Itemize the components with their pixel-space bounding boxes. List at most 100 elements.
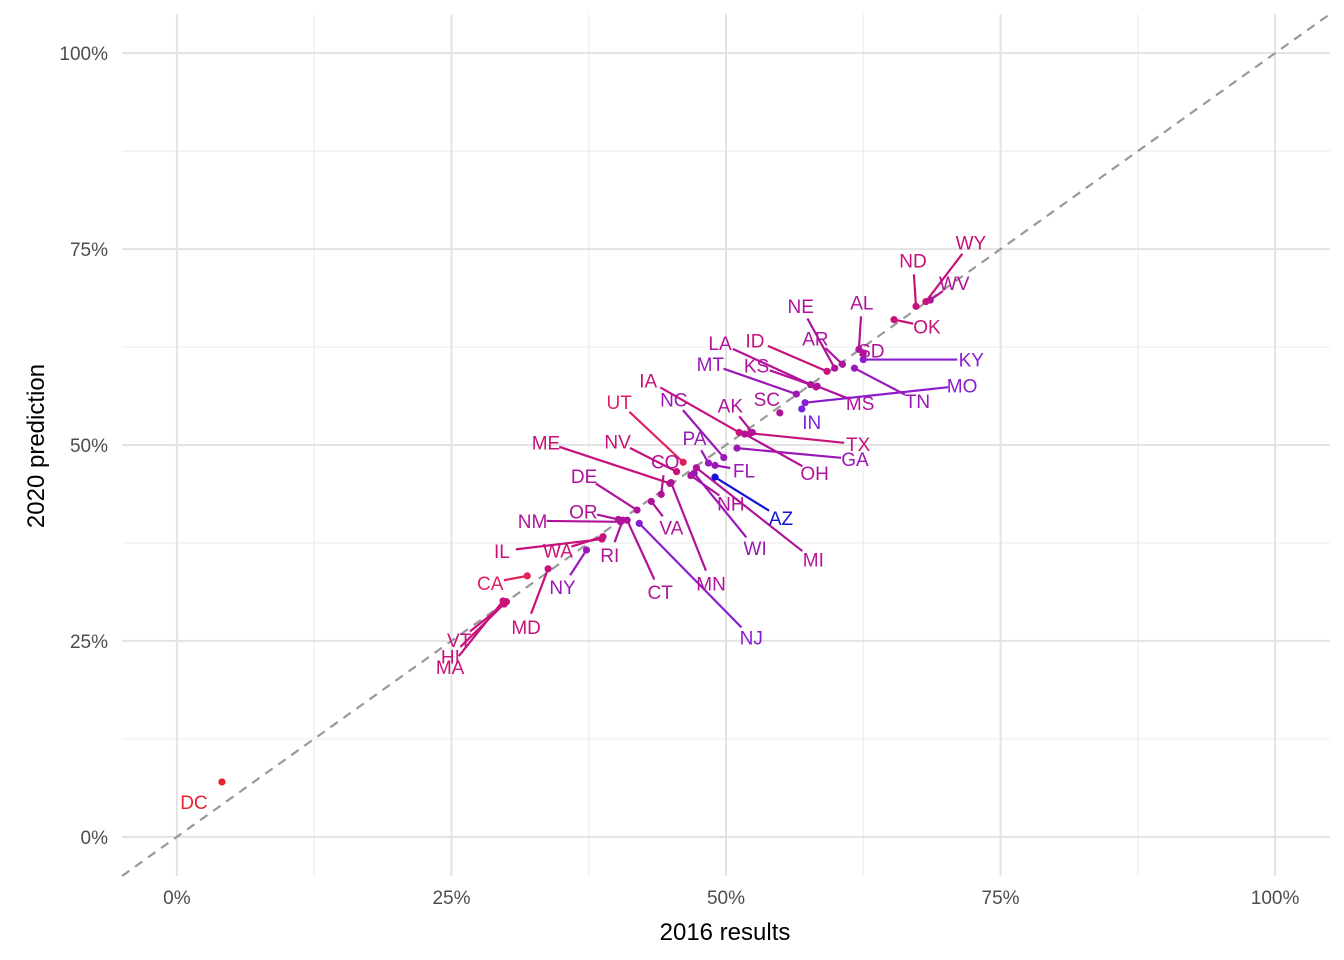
y-tick-label: 75% <box>70 240 108 261</box>
point-ct <box>623 516 631 524</box>
leader-line-ga <box>736 447 842 459</box>
y-axis-title: 2020 prediction <box>23 364 50 528</box>
label-me: ME <box>532 433 561 454</box>
leader-line-ma <box>457 600 504 657</box>
label-ga: GA <box>841 450 869 471</box>
point-al <box>855 345 863 353</box>
point-ma <box>499 597 507 605</box>
point-mi <box>692 464 700 472</box>
label-fl: FL <box>733 461 755 482</box>
point-ks <box>806 381 815 389</box>
point-ny <box>582 546 591 554</box>
leader-line-wi <box>693 472 748 539</box>
x-tick-label: 25% <box>432 888 470 909</box>
point-il <box>598 535 606 543</box>
point-de <box>633 506 641 514</box>
identity-line <box>121 13 1331 877</box>
leader-line-ar <box>824 347 844 366</box>
point-mt <box>792 390 800 398</box>
leader-line-ut <box>628 411 684 464</box>
y-tick-label: 0% <box>81 828 109 849</box>
label-nh: NH <box>717 495 744 516</box>
point-az <box>711 473 719 481</box>
point-oh <box>741 430 749 438</box>
label-wy: WY <box>956 234 987 255</box>
leader-line-id <box>767 344 828 373</box>
leader-line-wy <box>924 253 964 303</box>
leader-line-tn <box>853 367 906 396</box>
label-sc: SC <box>754 390 780 411</box>
x-tick-label: 50% <box>707 888 745 909</box>
point-ia <box>735 428 743 437</box>
leader-line-ct <box>626 519 656 580</box>
point-nj <box>635 519 643 527</box>
leader-line-la <box>732 347 817 389</box>
label-tn: TN <box>905 392 930 413</box>
point-tn <box>850 364 859 372</box>
point-in <box>798 405 806 413</box>
label-ne: NE <box>788 297 814 318</box>
x-axis-title: 2016 results <box>660 919 791 946</box>
point-nv <box>672 468 681 476</box>
label-or: OR <box>569 502 598 523</box>
label-ks: KS <box>744 357 769 378</box>
y-tick-label: 100% <box>59 44 108 65</box>
label-nj: NJ <box>740 628 763 649</box>
label-oh: OH <box>800 464 829 485</box>
leader-line-nm <box>546 519 621 523</box>
point-nc <box>720 453 728 462</box>
leader-line-nj <box>638 522 743 629</box>
label-ar: AR <box>802 329 828 350</box>
leader-line-md <box>530 568 550 615</box>
label-mt: MT <box>697 355 725 376</box>
label-hi: HI <box>441 648 460 669</box>
point-fl <box>711 461 719 469</box>
leader-line-nv <box>629 447 678 473</box>
label-id: ID <box>746 331 765 352</box>
point-ak <box>748 428 756 437</box>
y-tick-label: 50% <box>70 436 108 457</box>
point-ca <box>523 572 531 580</box>
point-ut <box>679 458 687 466</box>
point-ga <box>733 444 741 452</box>
label-wv: WV <box>939 274 970 295</box>
leader-line-tx <box>750 432 845 444</box>
leader-line-ny <box>569 549 588 576</box>
leader-line-az <box>714 476 770 512</box>
point-ok <box>890 316 898 324</box>
point-wi <box>690 469 698 477</box>
leader-line-mi <box>695 466 804 552</box>
label-al: AL <box>850 293 873 314</box>
point-id <box>823 367 831 375</box>
label-sd: SD <box>858 341 884 362</box>
point-ar <box>838 360 847 368</box>
label-vt: VT <box>447 631 472 652</box>
leader-line-al <box>857 316 863 350</box>
label-ut: UT <box>607 393 633 414</box>
label-il: IL <box>494 542 510 563</box>
point-va <box>647 497 655 506</box>
label-ca: CA <box>477 574 504 595</box>
label-wa: WA <box>543 542 573 563</box>
y-axis-ticks: 0% 25% 50% 75% 100% <box>59 44 108 849</box>
label-az: AZ <box>769 509 794 530</box>
point-sc <box>776 409 784 417</box>
point-la <box>812 383 820 391</box>
x-tick-label: 0% <box>163 888 191 909</box>
label-ri: RI <box>600 546 619 567</box>
leader-line-mt <box>723 367 797 396</box>
label-la: LA <box>708 334 732 355</box>
point-ky <box>859 355 867 364</box>
label-nm: NM <box>518 512 548 533</box>
leader-line-mo <box>804 386 949 404</box>
leader-line-ne <box>806 317 836 369</box>
label-ct: CT <box>647 583 673 604</box>
label-nd: ND <box>899 251 926 272</box>
x-tick-label: 75% <box>982 888 1020 909</box>
label-mo: MO <box>947 377 978 398</box>
label-ia: IA <box>639 371 657 392</box>
leader-line-vt <box>469 603 505 633</box>
leader-line-de <box>595 482 638 511</box>
point-mn <box>667 479 675 487</box>
